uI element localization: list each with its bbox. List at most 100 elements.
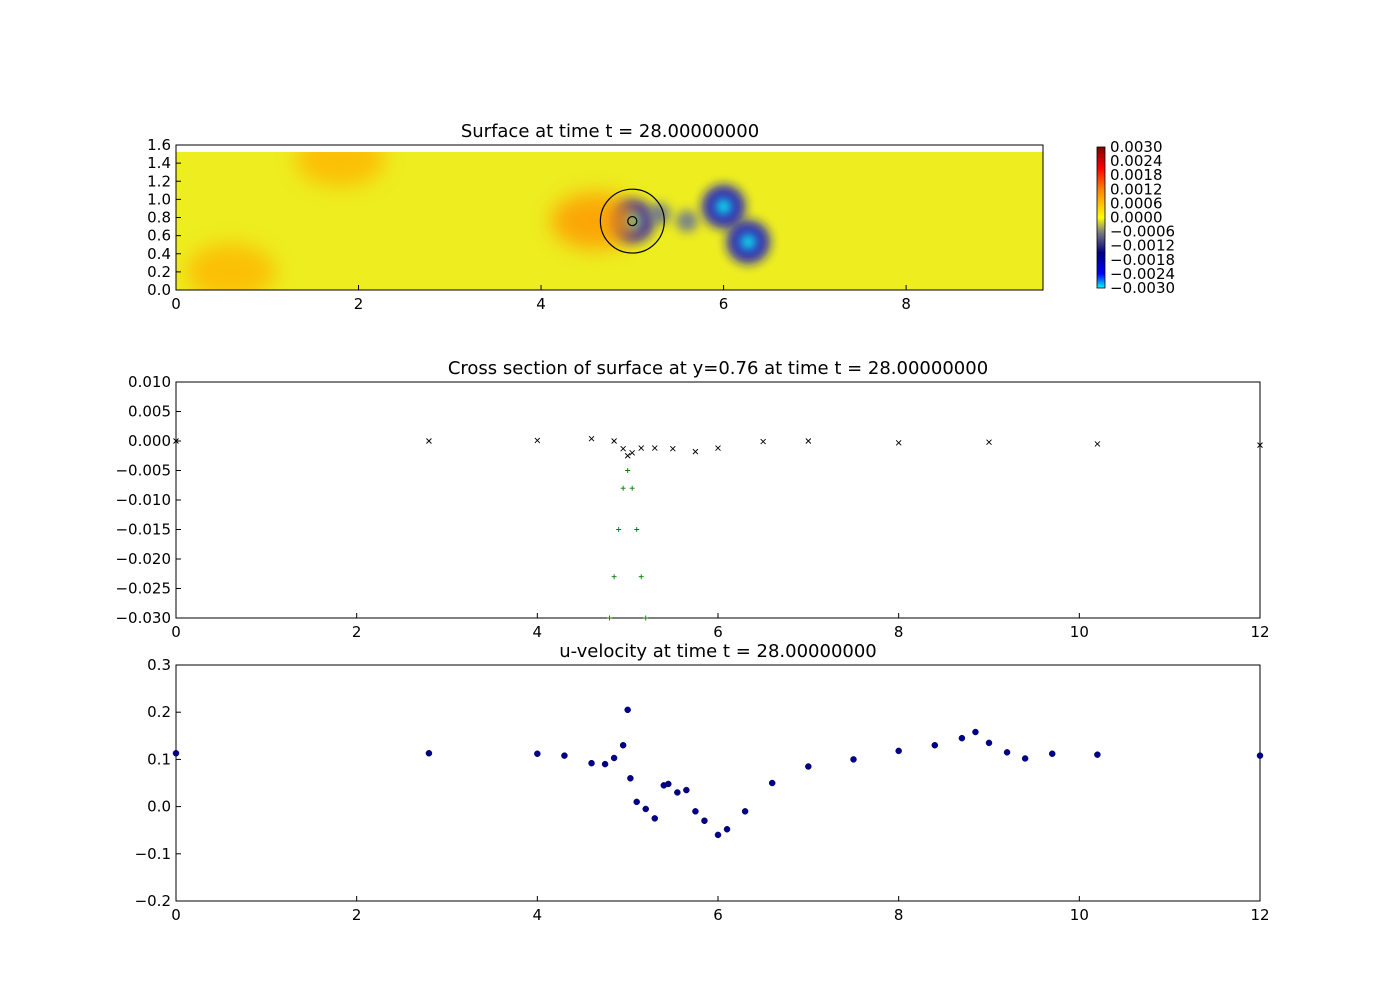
u-velocity-point: [683, 786, 690, 794]
y-tick-label: 0.1: [147, 750, 171, 768]
surface-profile-point: [638, 445, 645, 451]
surface-profile-point: [805, 438, 812, 444]
x-tick-label: 6: [719, 295, 729, 313]
surface-profile-point: [715, 445, 721, 451]
surface-profile-point: [629, 449, 636, 456]
surface-profile-point: [895, 439, 902, 446]
surface-panel: Surface at time t = 28.00000000 0 2 4 6 8 0.…: [147, 121, 1175, 313]
body-profile-point: [611, 574, 617, 580]
colorbar-tick-label: −0.0030: [1110, 279, 1175, 297]
surface-elevation-patch: [185, 243, 276, 290]
colorbar-ticks: 0.00300.00240.00180.00120.00060.0000−0.0…: [1110, 138, 1175, 297]
y-tick-label: −0.025: [115, 580, 171, 598]
y-tick-label: 0.0: [147, 281, 171, 299]
y-tick-label: 1.4: [147, 154, 171, 172]
surface-profile-point: [1257, 442, 1263, 448]
u-velocity-marks: [172, 706, 1264, 839]
u-velocity-point: [1256, 752, 1264, 759]
u-velocity-point: [627, 775, 634, 782]
cross-section-panel: Cross section of surface at y=0.76 at ti…: [115, 358, 1269, 641]
u-velocity-point: [601, 760, 609, 768]
cylinder-circles: [599, 188, 665, 254]
colorbar: [1096, 146, 1106, 289]
u-velocity-point: [642, 805, 649, 813]
surface-y-ticks: 0.00.20.40.60.81.01.21.41.6: [147, 136, 181, 299]
x-tick-label: 0: [171, 623, 181, 641]
u-velocity-point: [610, 754, 618, 762]
surface-profile-point: [611, 438, 617, 444]
x-tick-label: 2: [354, 295, 364, 313]
surface-profile-point: [760, 438, 766, 445]
cross-section-x-ticks: 0 2 4 6 8 10 12: [171, 613, 1270, 641]
body-profile-point: [629, 485, 635, 491]
cross-section-plot-frame: [175, 381, 1261, 619]
y-tick-label: 0.2: [147, 703, 171, 721]
surface-profile-point: [651, 445, 658, 451]
surface-elevation-patch: [295, 152, 386, 187]
y-tick-label: −0.010: [115, 491, 171, 509]
x-tick-label: 8: [894, 906, 904, 924]
surface-profile-point: [620, 445, 626, 452]
cylinder-outer-circle: [599, 188, 665, 254]
surface-title: Surface at time t = 28.00000000: [461, 121, 759, 142]
body-profile-point: [607, 615, 613, 621]
body-profile-point: [625, 468, 631, 473]
u-velocity-point: [850, 756, 857, 763]
u-velocity-point: [692, 808, 699, 815]
y-tick-label: 1.6: [147, 136, 171, 154]
surface-field: [176, 152, 1043, 290]
y-tick-label: 0.8: [147, 209, 171, 227]
cross-section-y-ticks: 0.010 0.005 0.000 −0.005 −0.010 −0.015 −0.020 −…: [115, 373, 181, 627]
u-velocity-point: [895, 747, 902, 755]
x-tick-label: 6: [713, 906, 723, 924]
cross-section-title: Cross section of surface at y=0.76 at ti…: [448, 358, 988, 379]
u-velocity-point: [425, 750, 433, 757]
colorbar-tick-label: 0.0030: [1110, 138, 1163, 156]
colorbar-tick-label: −0.0006: [1110, 223, 1175, 241]
body-profile-point: [643, 615, 649, 621]
u-velocity-point: [1094, 751, 1101, 758]
u-velocity-point: [723, 826, 731, 833]
body-profile-point: [634, 527, 640, 532]
x-tick-label: 8: [894, 623, 904, 641]
u-velocity-point: [1021, 755, 1029, 762]
u-velocity-point: [985, 739, 993, 747]
y-tick-label: 0.6: [147, 227, 171, 245]
body-profile-point: [620, 485, 626, 491]
x-tick-label: 12: [1250, 623, 1269, 641]
colorbar-tick-label: 0.0012: [1110, 180, 1163, 198]
y-tick-label: 0.3: [147, 656, 171, 674]
x-tick-label: 10: [1070, 623, 1089, 641]
y-tick-label: 1.0: [147, 190, 171, 208]
y-tick-label: 0.0: [147, 798, 171, 816]
surface-profile-point: [692, 448, 699, 455]
surface-depression-halo: [648, 202, 671, 225]
u-velocity-point: [1003, 749, 1011, 756]
surface-depression-halo: [676, 210, 699, 233]
colorbar-tick-label: −0.0012: [1110, 237, 1175, 255]
y-tick-label: 0.010: [128, 373, 171, 391]
u-velocity-point: [624, 706, 631, 714]
x-tick-label: 6: [713, 623, 723, 641]
y-tick-label: −0.015: [115, 521, 171, 539]
u-velocity-point: [619, 741, 627, 749]
surface-depression-core: [716, 199, 731, 214]
body-profile-point: [638, 574, 644, 580]
u-velocity-plot-frame: [175, 664, 1261, 902]
colorbar-tick-label: −0.0018: [1110, 251, 1175, 269]
y-tick-label: 0.4: [147, 245, 171, 263]
y-tick-label: 1.2: [147, 172, 171, 190]
u-velocity-x-ticks: 0 2 4 6 8 10 12: [171, 896, 1270, 924]
x-tick-label: 4: [533, 906, 543, 924]
x-tick-label: 0: [171, 906, 181, 924]
surface-x-ticks: 0 2 4 6 8: [171, 285, 911, 313]
colorbar-tick-label: 0.0000: [1110, 209, 1163, 227]
u-velocity-point: [172, 750, 180, 757]
u-velocity-point: [674, 789, 681, 796]
x-tick-label: 2: [352, 906, 362, 924]
x-tick-label: 10: [1070, 906, 1089, 924]
u-velocity-point: [701, 817, 708, 825]
colorbar-tick-label: −0.0024: [1110, 265, 1175, 283]
body-profile-point: [616, 527, 622, 532]
